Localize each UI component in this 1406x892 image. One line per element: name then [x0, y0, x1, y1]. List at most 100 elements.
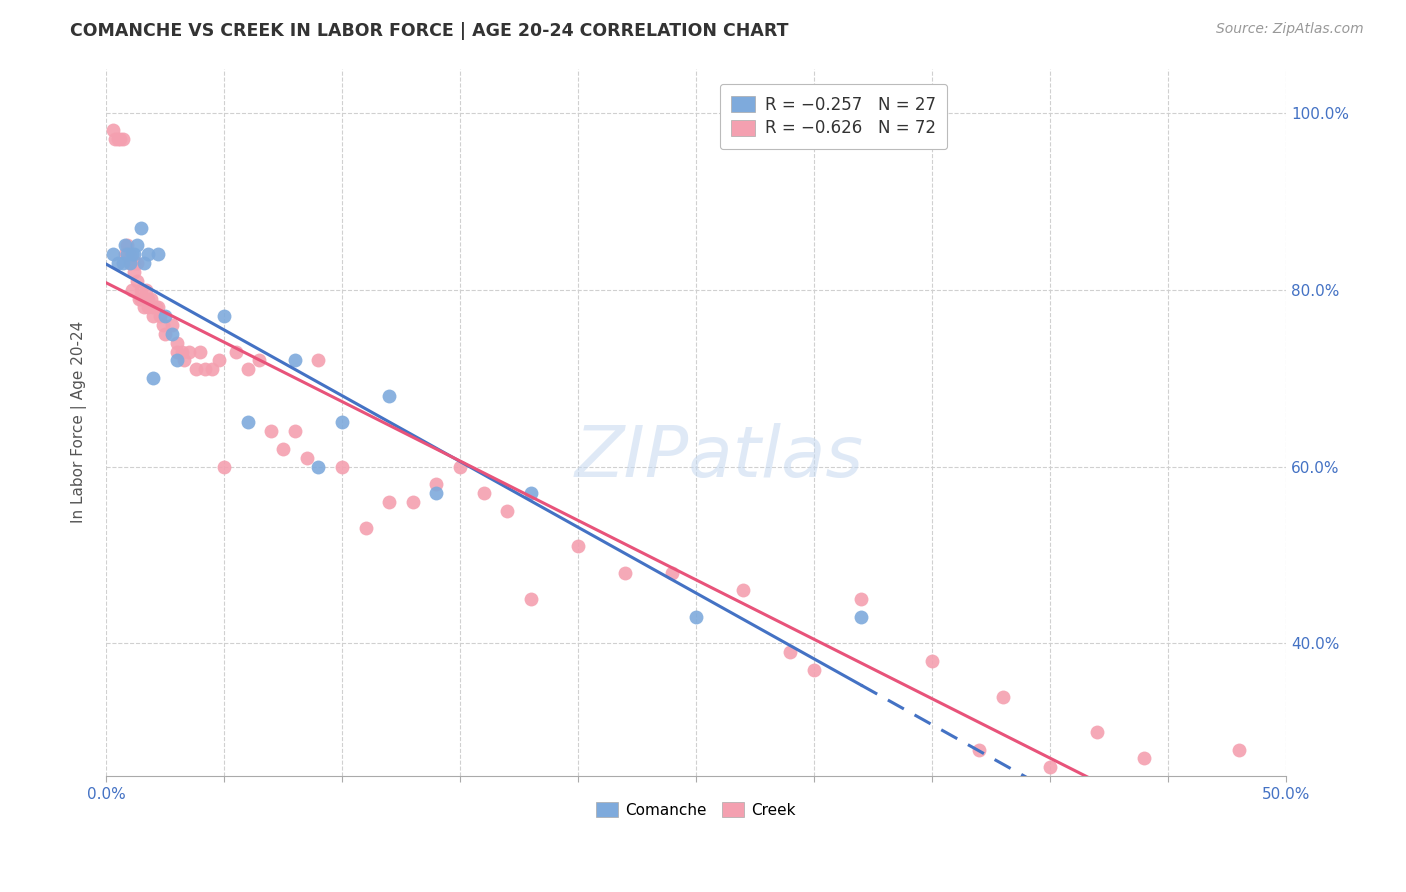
Point: [247, 353, 270, 368]
Point: [212, 459, 235, 474]
Point: [260, 424, 283, 438]
Point: [125, 274, 148, 288]
Point: [190, 344, 212, 359]
Point: [378, 495, 401, 509]
Point: [1133, 751, 1156, 765]
Point: [921, 654, 943, 668]
Point: [124, 247, 146, 261]
Y-axis label: In Labor Force | Age 20-24: In Labor Force | Age 20-24: [72, 321, 87, 524]
Point: [121, 247, 143, 261]
Point: [166, 335, 188, 350]
Point: [118, 247, 141, 261]
Point: [271, 442, 294, 456]
Point: [184, 362, 207, 376]
Point: [139, 292, 162, 306]
Point: [496, 504, 519, 518]
Point: [295, 450, 318, 465]
Point: [208, 353, 231, 368]
Point: [124, 265, 146, 279]
Point: [378, 389, 401, 403]
Point: [108, 132, 131, 146]
Legend: Comanche, Creek: Comanche, Creek: [589, 795, 803, 825]
Point: [567, 539, 589, 553]
Point: [152, 318, 174, 332]
Point: [991, 690, 1014, 704]
Point: [138, 247, 160, 261]
Point: [128, 292, 150, 306]
Point: [107, 256, 129, 270]
Point: [1227, 742, 1250, 756]
Point: [402, 495, 425, 509]
Point: [125, 256, 148, 270]
Point: [142, 309, 165, 323]
Point: [146, 247, 169, 261]
Point: [177, 344, 200, 359]
Point: [236, 415, 259, 429]
Point: [194, 362, 217, 376]
Point: [225, 344, 247, 359]
Point: [101, 123, 124, 137]
Point: [284, 424, 307, 438]
Point: [661, 566, 683, 580]
Point: [472, 486, 495, 500]
Point: [307, 459, 329, 474]
Text: Source: ZipAtlas.com: Source: ZipAtlas.com: [1216, 22, 1364, 37]
Point: [131, 220, 153, 235]
Point: [132, 301, 155, 315]
Point: [520, 592, 543, 607]
Point: [125, 238, 148, 252]
Point: [114, 247, 136, 261]
Point: [170, 344, 193, 359]
Point: [135, 283, 157, 297]
Point: [153, 309, 176, 323]
Point: [166, 344, 188, 359]
Point: [425, 486, 447, 500]
Point: [160, 318, 183, 332]
Point: [733, 583, 755, 598]
Point: [114, 238, 136, 252]
Point: [173, 353, 195, 368]
Point: [967, 742, 990, 756]
Point: [118, 256, 141, 270]
Point: [1039, 760, 1062, 774]
Point: [236, 362, 259, 376]
Point: [111, 132, 134, 146]
Point: [149, 309, 172, 323]
Text: COMANCHE VS CREEK IN LABOR FORCE | AGE 20-24 CORRELATION CHART: COMANCHE VS CREEK IN LABOR FORCE | AGE 2…: [70, 22, 789, 40]
Point: [153, 326, 176, 341]
Point: [142, 371, 165, 385]
Point: [520, 486, 543, 500]
Point: [115, 247, 138, 261]
Point: [104, 132, 127, 146]
Point: [138, 292, 160, 306]
Point: [1085, 725, 1108, 739]
Point: [101, 247, 124, 261]
Point: [132, 256, 155, 270]
Text: ZIPatlas: ZIPatlas: [575, 423, 865, 492]
Point: [425, 477, 447, 491]
Point: [449, 459, 471, 474]
Point: [166, 353, 188, 368]
Point: [849, 610, 872, 624]
Point: [803, 663, 825, 677]
Point: [107, 132, 129, 146]
Point: [145, 301, 167, 315]
Point: [131, 283, 153, 297]
Point: [146, 301, 169, 315]
Point: [124, 256, 146, 270]
Point: [138, 301, 160, 315]
Point: [614, 566, 637, 580]
Point: [131, 292, 153, 306]
Point: [118, 256, 141, 270]
Point: [160, 326, 183, 341]
Point: [779, 645, 801, 659]
Point: [212, 309, 235, 323]
Point: [330, 459, 353, 474]
Point: [307, 353, 329, 368]
Point: [354, 521, 377, 535]
Point: [330, 415, 353, 429]
Point: [121, 283, 143, 297]
Point: [111, 256, 134, 270]
Point: [284, 353, 307, 368]
Point: [201, 362, 224, 376]
